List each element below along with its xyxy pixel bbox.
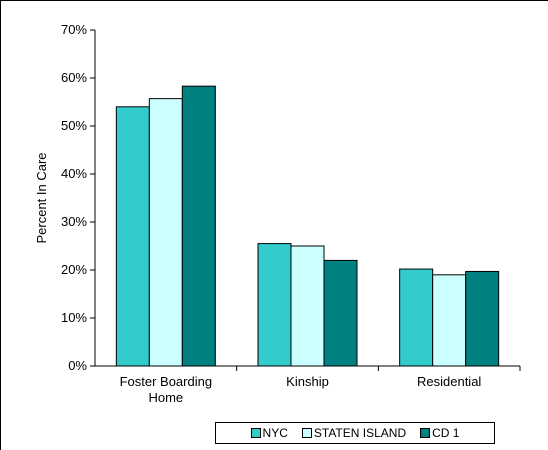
x-category-label: Kinship [286, 374, 329, 389]
bars [115, 85, 500, 367]
bar-chart: Percent In Care 0%10%20%30%40%50%60%70% … [34, 22, 521, 405]
y-tick-label: 0% [68, 358, 87, 373]
bar-cd-1 [323, 259, 358, 367]
bar-nyc [115, 106, 150, 367]
bar-cd-1 [465, 270, 500, 367]
x-category-label: Foster Boarding Home [120, 374, 213, 405]
y-tick-label: 10% [61, 310, 87, 325]
bar-nyc [257, 243, 292, 367]
y-tick-label: 30% [61, 214, 87, 229]
legend-item: NYC [250, 426, 288, 440]
legend-label: STATEN ISLAND [313, 426, 407, 440]
bar-nyc [399, 268, 434, 367]
legend-label: CD 1 [432, 426, 460, 440]
y-tick-label: 60% [61, 70, 87, 85]
legend-swatch [250, 428, 261, 438]
legend-swatch [301, 428, 312, 438]
legend-item: STATEN ISLAND [301, 426, 407, 440]
category-labels: Foster Boarding Home Kinship Residential [120, 374, 482, 405]
bar-cd-1 [181, 85, 216, 367]
y-axis-ticks: 0% 10% 20% 30% 40% 50% 60% 70% [61, 22, 95, 373]
bar-staten-island [290, 245, 325, 367]
y-tick-label: 20% [61, 262, 87, 277]
legend-item: CD 1 [420, 426, 459, 440]
y-tick-label: 70% [61, 22, 87, 37]
y-axis-label-group: Percent In Care [34, 152, 49, 243]
y-tick-label: 40% [61, 166, 87, 181]
y-tick-label: 50% [61, 118, 87, 133]
axes [94, 30, 521, 371]
legend-swatch [420, 428, 431, 438]
legend: NYC STATEN ISLAND CD 1 [215, 422, 495, 444]
x-category-label: Residential [417, 374, 481, 389]
y-axis-label: Percent In Care [34, 152, 49, 243]
bar-staten-island [432, 274, 467, 367]
legend-label: NYC [262, 426, 288, 440]
bar-staten-island [148, 98, 183, 367]
